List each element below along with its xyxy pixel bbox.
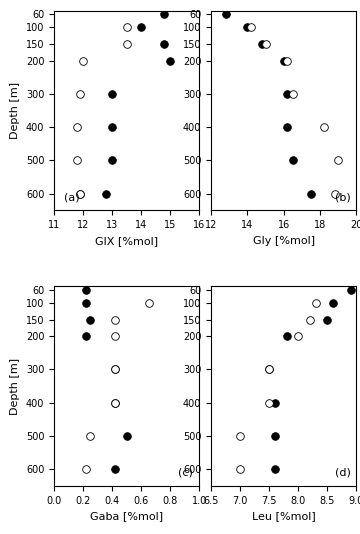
Text: (b): (b) <box>334 192 350 202</box>
X-axis label: Leu [%mol]: Leu [%mol] <box>252 511 316 521</box>
Text: (a): (a) <box>64 192 80 202</box>
X-axis label: Gaba [%mol]: Gaba [%mol] <box>90 511 163 521</box>
Text: (c): (c) <box>177 468 193 478</box>
Y-axis label: Depth [m]: Depth [m] <box>10 358 20 415</box>
X-axis label: GlX [%mol]: GlX [%mol] <box>95 235 158 246</box>
X-axis label: Gly [%mol]: Gly [%mol] <box>253 235 315 246</box>
Y-axis label: Depth [m]: Depth [m] <box>10 82 20 139</box>
Text: (d): (d) <box>334 468 351 478</box>
